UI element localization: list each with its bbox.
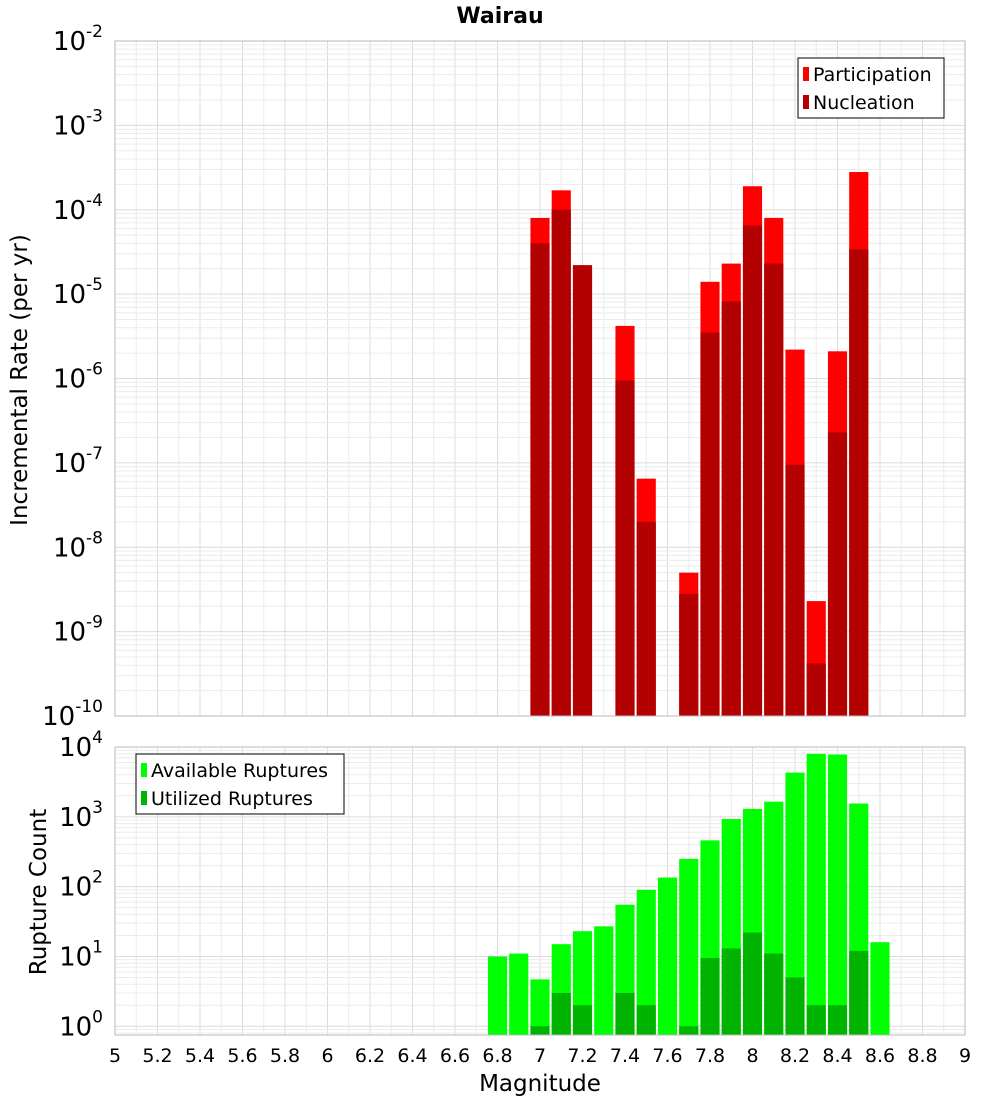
x-tick-label: 5 <box>109 1045 121 1067</box>
rate-series-nucleation <box>530 209 869 717</box>
count-bar-available-ruptures <box>530 979 550 1035</box>
count-bar-utilized-ruptures <box>551 992 571 1035</box>
x-tick-label: 5.6 <box>227 1045 257 1067</box>
x-tick-label: 8.8 <box>907 1045 937 1067</box>
rate-legend-swatch-nucleation <box>803 95 809 109</box>
count-bar-utilized-ruptures <box>679 1026 699 1035</box>
x-tick-label: 8 <box>746 1045 758 1067</box>
count-bar-available-ruptures <box>827 754 848 1035</box>
rate-bar-nucleation <box>764 263 784 716</box>
bottom-plot-frame <box>114 746 966 1036</box>
count-bar-utilized-ruptures <box>806 1005 826 1035</box>
count-y-tick-label: 101 <box>59 937 103 972</box>
rate-y-tick-label: 10-4 <box>53 191 103 226</box>
x-tick-label: 7.8 <box>695 1045 725 1067</box>
bottom-y-axis-label: Rupture Count <box>26 809 52 975</box>
rate-bar-nucleation <box>530 243 550 717</box>
rate-legend-label-participation: Participation <box>813 64 932 86</box>
rate-legend-box <box>797 57 945 119</box>
x-tick-label: 6.8 <box>482 1045 512 1067</box>
x-axis-label: Magnitude <box>479 1071 601 1097</box>
x-tick-label: 9 <box>959 1045 971 1067</box>
x-tick-label: 8.4 <box>822 1045 852 1067</box>
rate-bar-nucleation <box>551 209 571 716</box>
x-tick-label: 6.6 <box>440 1045 470 1067</box>
rate-bar-nucleation <box>785 464 805 716</box>
rate-bar-nucleation <box>572 265 593 716</box>
count-series-utilized-ruptures <box>530 932 869 1035</box>
x-tick-label: 5.2 <box>142 1045 172 1067</box>
x-tick-label: 5.4 <box>185 1045 215 1067</box>
count-y-tick-label: 103 <box>59 798 103 833</box>
count-bar-available-ruptures <box>806 753 826 1035</box>
rate-legend-label-nucleation: Nucleation <box>813 92 915 114</box>
rate-bar-nucleation <box>721 301 741 716</box>
count-y-tick-label: 104 <box>59 728 103 763</box>
top-plot-frame <box>114 40 966 717</box>
rate-bar-nucleation <box>827 432 848 716</box>
rate-bar-nucleation <box>615 380 635 716</box>
x-tick-label: 7.2 <box>567 1045 597 1067</box>
rate-y-tick-label: 10-5 <box>53 275 103 310</box>
rate-bar-nucleation <box>806 663 826 716</box>
count-bar-utilized-ruptures <box>615 992 635 1035</box>
rate-bar-nucleation <box>679 593 699 716</box>
rate-legend-swatch-participation <box>803 67 809 81</box>
x-tick-label: 5.8 <box>270 1045 300 1067</box>
rate-y-tick-label: 10-6 <box>53 360 103 395</box>
rate-y-tick-label: 10-7 <box>53 444 103 479</box>
count-bar-utilized-ruptures <box>572 1005 593 1035</box>
x-tick-label: 7 <box>534 1045 546 1067</box>
count-y-tick-label: 100 <box>59 1007 103 1042</box>
rate-y-tick-label: 10-10 <box>42 697 103 732</box>
count-bar-available-ruptures <box>785 772 805 1035</box>
count-bar-available-ruptures <box>487 956 508 1035</box>
rate-bar-nucleation <box>636 521 656 716</box>
count-legend-label-available-ruptures: Available Ruptures <box>151 760 328 782</box>
count-bar-utilized-ruptures <box>764 953 784 1035</box>
count-bar-utilized-ruptures <box>742 932 763 1035</box>
x-tick-label: 6 <box>321 1045 333 1067</box>
rate-y-tick-label: 10-3 <box>53 106 103 141</box>
chart-title: Wairau <box>456 4 543 29</box>
count-bar-utilized-ruptures <box>700 958 720 1035</box>
count-bar-utilized-ruptures <box>721 948 741 1035</box>
rate-bar-nucleation <box>742 225 763 716</box>
count-legend-swatch-available-ruptures <box>141 763 147 777</box>
count-series-available-ruptures <box>487 753 890 1035</box>
x-tick-label: 8.2 <box>780 1045 810 1067</box>
x-tick-label: 6.2 <box>355 1045 385 1067</box>
count-bar-available-ruptures <box>594 926 614 1035</box>
count-bar-available-ruptures <box>657 877 678 1035</box>
count-legend: Available Ruptures Utilized Ruptures <box>135 753 345 815</box>
rate-bar-nucleation <box>700 332 720 716</box>
count-legend-box <box>135 753 345 815</box>
x-tick-label: 6.4 <box>397 1045 427 1067</box>
count-bar-utilized-ruptures <box>530 1026 550 1035</box>
count-bar-utilized-ruptures <box>849 950 869 1035</box>
x-tick-label: 8.6 <box>865 1045 895 1067</box>
count-bar-utilized-ruptures <box>636 1005 656 1035</box>
count-bar-available-ruptures <box>636 889 656 1035</box>
x-tick-label: 7.6 <box>652 1045 682 1067</box>
rate-legend: Participation Nucleation <box>797 57 945 119</box>
rate-y-tick-label: 10-2 <box>53 22 103 57</box>
count-legend-swatch-utilized-ruptures <box>141 791 147 805</box>
x-tick-label: 7.4 <box>610 1045 640 1067</box>
count-bar-utilized-ruptures <box>827 1005 848 1035</box>
rate-bar-nucleation <box>849 249 869 716</box>
top-y-axis-label: Incremental Rate (per yr) <box>7 234 33 526</box>
count-bar-available-ruptures <box>509 953 529 1035</box>
count-y-tick-label: 102 <box>59 868 103 903</box>
count-bar-utilized-ruptures <box>785 977 805 1035</box>
count-bar-available-ruptures <box>870 942 890 1035</box>
rate-y-tick-label: 10-9 <box>53 613 103 648</box>
count-bar-available-ruptures <box>679 858 699 1035</box>
rate-y-tick-label: 10-8 <box>53 528 103 563</box>
count-legend-label-utilized-ruptures: Utilized Ruptures <box>151 788 313 810</box>
